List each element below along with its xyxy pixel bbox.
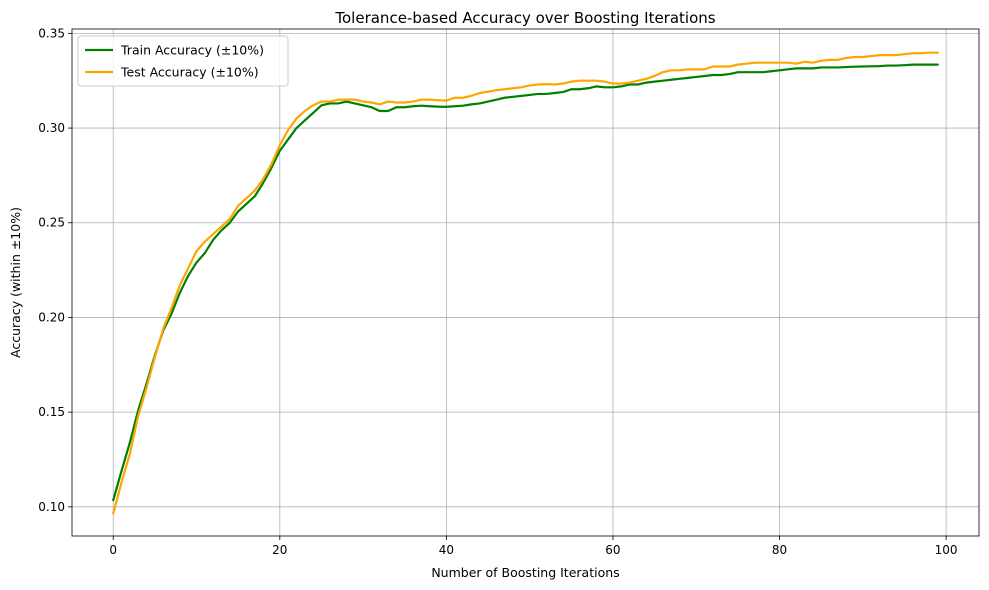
series-layer bbox=[112, 51, 939, 515]
plot-frame bbox=[71, 28, 980, 537]
y-axis-label: Accuracy (within ±10%) bbox=[8, 207, 23, 358]
y-tick-label: 0.35 bbox=[38, 26, 65, 40]
x-tick-label: 20 bbox=[272, 543, 287, 557]
x-axis-label: Number of Boosting Iterations bbox=[431, 565, 619, 580]
y-tick-label: 0.30 bbox=[38, 121, 65, 135]
y-tick-label: 0.25 bbox=[38, 216, 65, 230]
y-tick-label: 0.20 bbox=[38, 310, 65, 324]
legend-box bbox=[77, 35, 289, 87]
legend: Train Accuracy (±10%) Test Accuracy (±10%… bbox=[77, 35, 289, 87]
legend-label: Test Accuracy (±10%) bbox=[120, 65, 259, 80]
ticks: 0 20 40 60 80 100 0.10 0.15 0.20 0.25 0.30 0.35 bbox=[38, 26, 957, 557]
series-line-train bbox=[112, 63, 939, 502]
y-tick-label: 0.10 bbox=[38, 500, 65, 514]
x-tick-label: 80 bbox=[772, 543, 787, 557]
x-tick-label: 0 bbox=[109, 543, 117, 557]
x-tick-label: 40 bbox=[439, 543, 454, 557]
x-tick-label: 60 bbox=[605, 543, 620, 557]
x-tick-label: 100 bbox=[935, 543, 958, 557]
series-line-test bbox=[112, 51, 939, 515]
grid bbox=[72, 29, 979, 536]
legend-label: Train Accuracy (±10%) bbox=[120, 43, 264, 58]
y-tick-label: 0.15 bbox=[38, 405, 65, 419]
chart-title: Tolerance-based Accuracy over Boosting I… bbox=[334, 9, 715, 27]
